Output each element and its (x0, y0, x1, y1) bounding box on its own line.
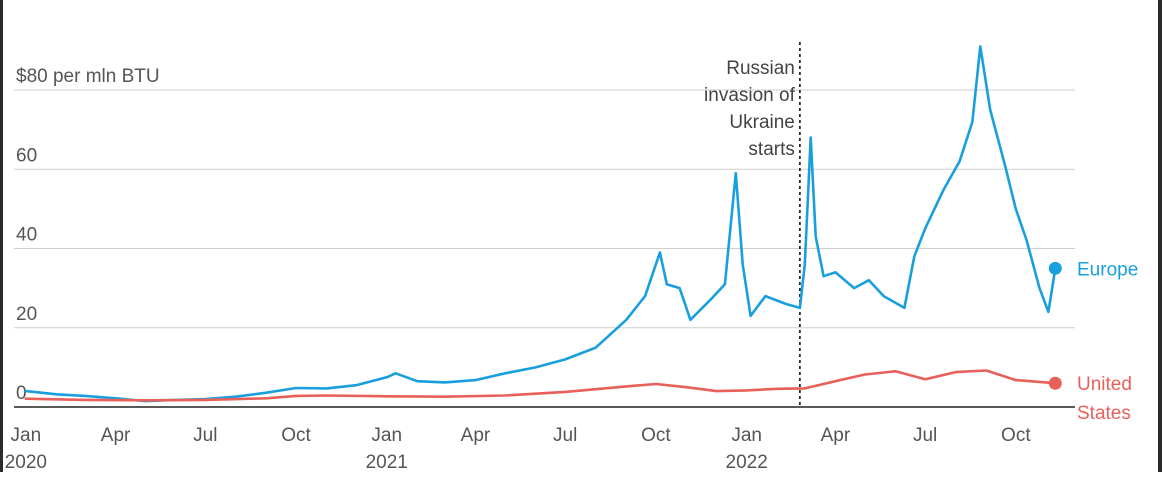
annotation-line-3: starts (748, 139, 794, 160)
x-tick-label-2: Jul (193, 425, 217, 446)
y-tick-labels: 0 20 40 60 $80 per mln BTU (16, 66, 160, 404)
annotation-line-2: Ukraine (729, 112, 794, 133)
series-line-europe (24, 45, 1057, 403)
series-label-europe-0: Europe (1077, 259, 1138, 280)
x-tick-labels: Jan 2020 Apr Jul Oct Jan 2021 Apr Jul Oct Jan 2022 A… (5, 425, 1032, 473)
x-tick-year-2020: 2020 (5, 452, 47, 472)
x-tick-label-3: Oct (281, 425, 311, 446)
annotation-line-1: invasion of (704, 85, 796, 106)
series-labels: Europe United States (1077, 259, 1138, 424)
y-tick-label-80: $80 per mln BTU (16, 66, 160, 87)
x-tick-label-0: Jan (11, 425, 42, 446)
right-border (1158, 0, 1162, 472)
y-tick-label-60: 60 (16, 145, 37, 166)
series-lines (24, 45, 1062, 403)
series-end-dot-europe (1048, 261, 1062, 275)
x-tick-label-6: Jul (553, 425, 577, 446)
x-tick-label-1: Apr (101, 425, 131, 446)
series-line-united-states (24, 369, 1057, 402)
y-tick-label-0: 0 (16, 383, 27, 404)
x-tick-year-2022: 2022 (726, 452, 768, 472)
series-label-united-states-0: United (1077, 374, 1132, 395)
x-tick-label-7: Oct (641, 425, 671, 446)
annotation-line-0: Russian (726, 58, 795, 79)
y-tick-label-40: 40 (16, 225, 37, 246)
x-tick-label-8: Jan (731, 425, 762, 446)
x-tick-label-9: Apr (821, 425, 851, 446)
invasion-annotation: Russian invasion of Ukraine starts (704, 42, 801, 407)
y-tick-label-20: 20 (16, 304, 37, 325)
left-border (0, 0, 3, 472)
x-tick-label-4: Jan (371, 425, 402, 446)
x-tick-year-2021: 2021 (366, 452, 408, 472)
gridlines (14, 89, 1075, 408)
series-end-dot-united-states (1048, 376, 1062, 390)
series-label-united-states-1: States (1077, 403, 1131, 424)
x-tick-label-10: Jul (913, 425, 937, 446)
x-tick-label-5: Apr (461, 425, 491, 446)
x-tick-label-11: Oct (1001, 425, 1031, 446)
